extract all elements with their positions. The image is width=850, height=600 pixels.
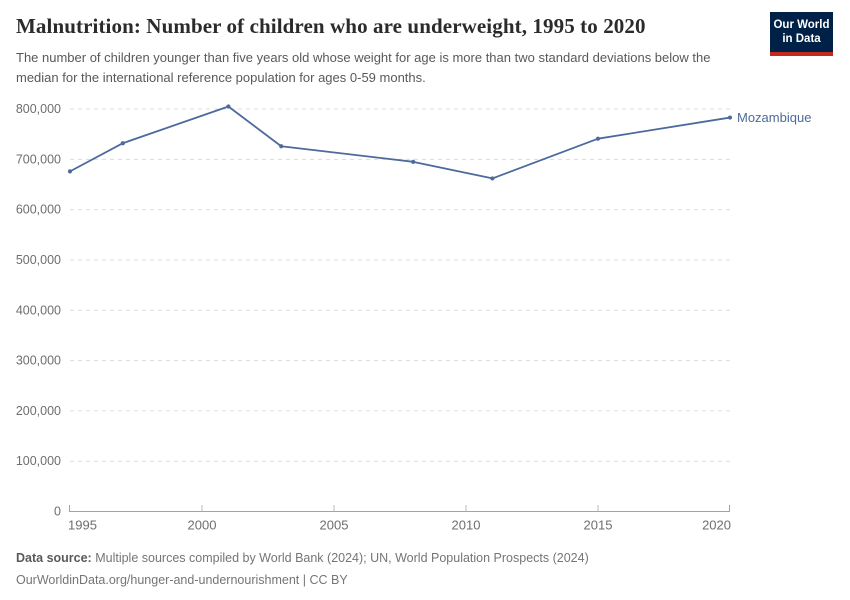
chart-subtitle: The number of children younger than five… (16, 50, 711, 85)
x-axis-tick-label: 2015 (584, 518, 613, 533)
x-axis-tick-label: 2010 (452, 518, 481, 533)
y-axis-tick-label: 400,000 (16, 303, 61, 317)
data-line-mozambique[interactable] (69, 105, 731, 180)
x-axis-tick-label: 2005 (320, 518, 349, 533)
y-axis-tick-label: 700,000 (16, 152, 61, 166)
x-axis-tick-label: 1995 (68, 518, 97, 533)
owid-logo: Our World in Data (770, 12, 833, 56)
data-point[interactable] (411, 159, 416, 164)
chart-plot-area: 0 100,000 200,000 300,000 400,000 500,000 600,… (0, 88, 850, 548)
chart-footer: Data source: Multiple sources compiled b… (16, 548, 836, 592)
chart-header: Malnutrition: Number of children who are… (16, 14, 760, 87)
data-point[interactable] (67, 169, 73, 174)
data-source-line: Data source: Multiple sources compiled b… (16, 548, 836, 570)
line-chart-svg: 0 100,000 200,000 300,000 400,000 500,000 600,… (16, 102, 812, 533)
data-point[interactable] (279, 144, 284, 149)
y-axis-tick-label: 0 (54, 505, 61, 519)
y-axis-tick-label: 600,000 (16, 203, 61, 217)
data-point[interactable] (490, 176, 495, 181)
y-axis-tick-label: 500,000 (16, 253, 61, 267)
data-point[interactable] (226, 104, 231, 109)
chart-title: Malnutrition: Number of children who are… (16, 14, 646, 38)
attribution-line: OurWorldinData.org/hunger-and-undernouri… (16, 572, 348, 587)
series-end-label[interactable]: Mozambique (737, 110, 811, 125)
x-axis-tick-label: 2000 (188, 518, 217, 533)
data-point[interactable] (120, 141, 125, 146)
data-point[interactable] (595, 136, 601, 141)
x-axis-tick-label: 2020 (702, 518, 731, 533)
data-source-text: Multiple sources compiled by World Bank … (95, 551, 589, 565)
data-point[interactable] (727, 115, 733, 120)
y-axis-tick-label: 200,000 (16, 404, 61, 418)
y-axis-tick-label: 100,000 (16, 454, 61, 468)
owid-logo-text-line1: Our World (773, 18, 830, 31)
data-source-label: Data source: (16, 551, 92, 565)
y-axis-tick-label: 800,000 (16, 102, 61, 116)
y-axis-tick-label: 300,000 (16, 354, 61, 368)
owid-logo-text-line2: in Data (782, 33, 821, 45)
